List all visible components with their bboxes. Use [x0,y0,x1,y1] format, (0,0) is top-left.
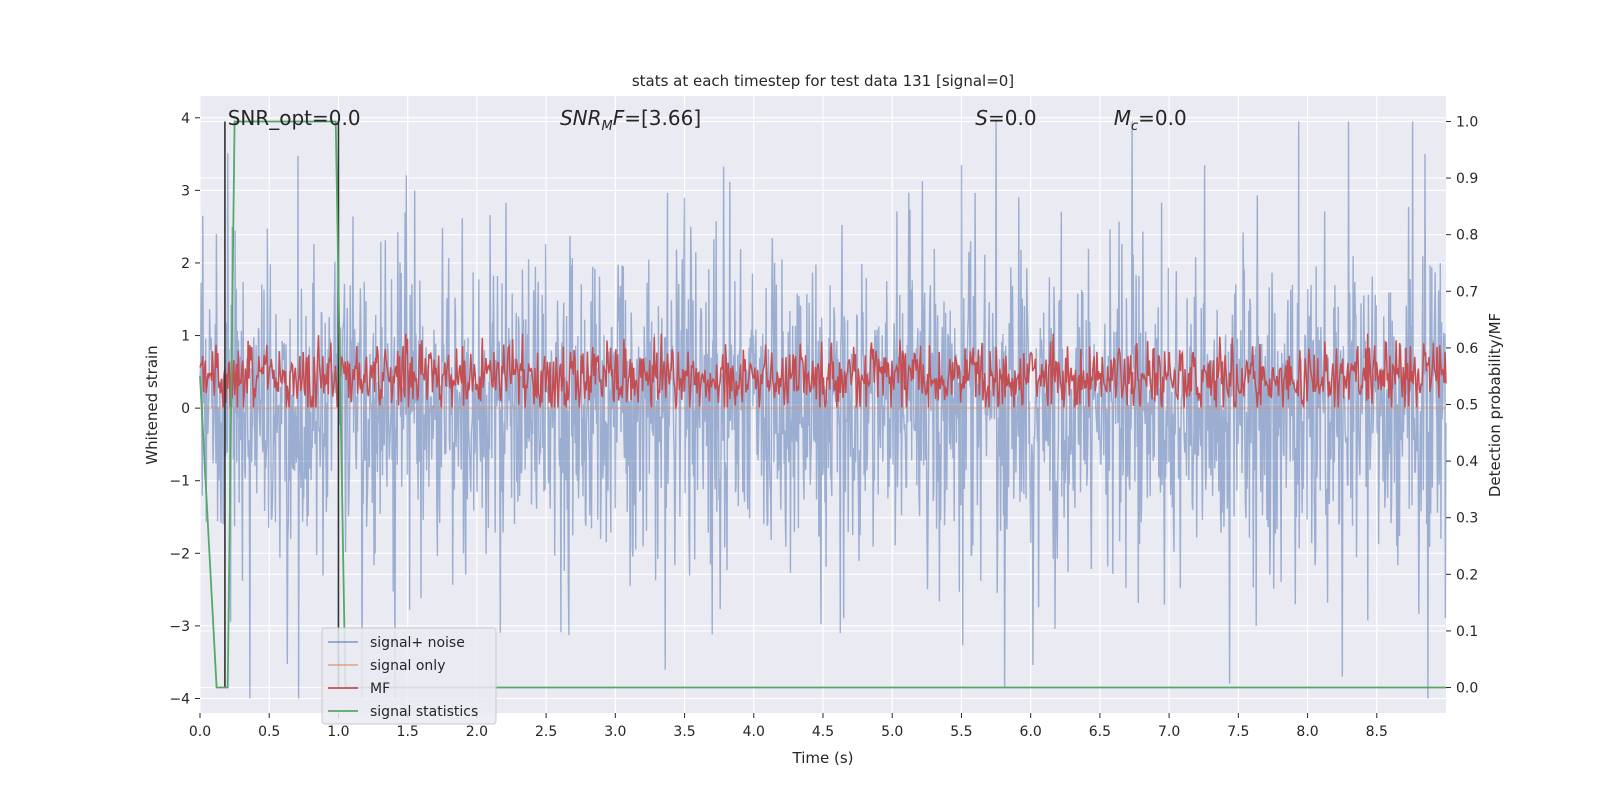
y-right-axis-label: Detection probability/MF [1486,313,1504,497]
y-right-tick-label: 0.9 [1456,171,1478,187]
y-left-tick-label: −1 [169,474,190,490]
y-right-axis-ticks: 0.0 0.1 0.2 0.3 0.4 0.5 0.6 0.7 0.8 0.9 1.0 [1446,114,1478,697]
x-tick-label: 4.5 [812,724,834,740]
x-tick-label: 8.5 [1366,724,1388,740]
y-left-tick-label: −3 [169,619,190,635]
y-right-tick-label: 0.5 [1456,398,1478,414]
y-right-tick-label: 0.2 [1456,567,1478,583]
y-left-axis-label: Whitened strain [143,345,161,464]
y-left-tick-label: 4 [181,111,190,127]
x-tick-label: 2.0 [466,724,488,740]
legend-label: signal+ noise [370,635,465,651]
y-right-tick-label: 0.6 [1456,341,1478,357]
x-tick-label: 1.5 [397,724,419,740]
annotation-text: SNR_opt=0.0 [228,106,361,130]
y-right-tick-label: 0.8 [1456,228,1478,244]
y-left-tick-label: 2 [181,256,190,272]
y-left-tick-label: −2 [169,546,190,562]
y-right-tick-label: 0.1 [1456,624,1478,640]
x-tick-label: 7.0 [1158,724,1180,740]
y-left-tick-label: 3 [181,183,190,199]
y-right-tick-label: 0.3 [1456,511,1478,527]
y-right-tick-label: 0.4 [1456,454,1478,470]
x-axis-label: Time (s) [792,749,854,767]
legend-box [321,627,497,725]
x-tick-label: 6.5 [1089,724,1111,740]
y-right-tick-label: 0.0 [1456,681,1478,697]
legend: signal+ noise signal only MF signal statist… [321,627,497,725]
x-axis-ticks: 0.0 0.5 1.0 1.5 2.0 2.5 3.0 3.5 4.0 4.5 5.0 5.5 6.0 6… [189,713,1388,740]
legend-label: signal only [370,658,445,674]
x-tick-label: 7.5 [1227,724,1249,740]
x-tick-label: 8.0 [1296,724,1318,740]
y-left-tick-label: 0 [181,401,190,417]
legend-label: MF [370,681,390,697]
series-mf [199,333,1447,410]
vertical-markers [224,121,340,688]
x-tick-label: 1.0 [327,724,349,740]
y-right-tick-label: 1.0 [1456,114,1478,130]
annotation-text: SNRMF=[3.66] [560,106,701,134]
chart-title: stats at each timestep for test data 131… [632,72,1014,90]
x-tick-label: 6.0 [1020,724,1042,740]
signal-noise-line [199,121,1447,699]
y-right-tick-label: 0.7 [1456,284,1478,300]
y-left-axis-ticks: −4 −3 −2 −1 0 1 2 3 4 [169,111,200,707]
x-tick-label: 3.0 [604,724,626,740]
x-tick-label: 5.5 [950,724,972,740]
annotations: SNR_opt=0.0 SNRMF=[3.66] S=0.0 Mc=0.0 [228,106,1187,134]
y-left-tick-label: −4 [169,691,190,707]
legend-label: signal statistics [370,704,478,720]
x-tick-label: 5.0 [881,724,903,740]
x-tick-label: 0.5 [258,724,280,740]
annotation-text: Mc=0.0 [1114,106,1187,134]
annotation-text: S=0.0 [975,106,1036,130]
x-tick-label: 2.5 [535,724,557,740]
mf-line [199,333,1447,410]
x-tick-label: 3.5 [673,724,695,740]
x-tick-label: 4.0 [743,724,765,740]
x-tick-label: 0.0 [189,724,211,740]
y-left-tick-label: 1 [181,329,190,345]
series-signal-noise [199,121,1447,699]
